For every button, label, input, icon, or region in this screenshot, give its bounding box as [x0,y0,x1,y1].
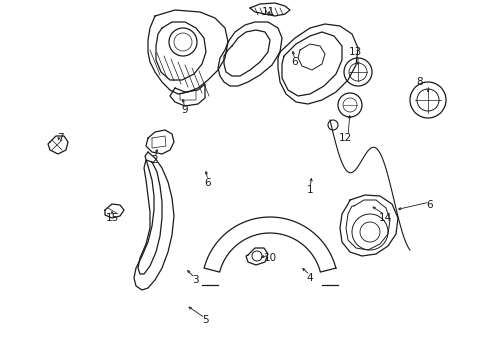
Text: 15: 15 [105,213,119,223]
Text: 12: 12 [339,133,352,143]
Text: 6: 6 [292,57,298,67]
Text: 9: 9 [182,105,188,115]
Text: 13: 13 [348,47,362,57]
Text: 1: 1 [307,185,313,195]
Text: 6: 6 [205,178,211,188]
Text: 3: 3 [192,275,198,285]
Text: 5: 5 [202,315,208,325]
Text: 7: 7 [57,133,63,143]
Text: 10: 10 [264,253,276,263]
Text: 4: 4 [307,273,313,283]
Text: 8: 8 [416,77,423,87]
Text: 2: 2 [152,155,158,165]
Text: 11: 11 [261,7,274,17]
Text: 6: 6 [427,200,433,210]
Text: 14: 14 [378,213,392,223]
